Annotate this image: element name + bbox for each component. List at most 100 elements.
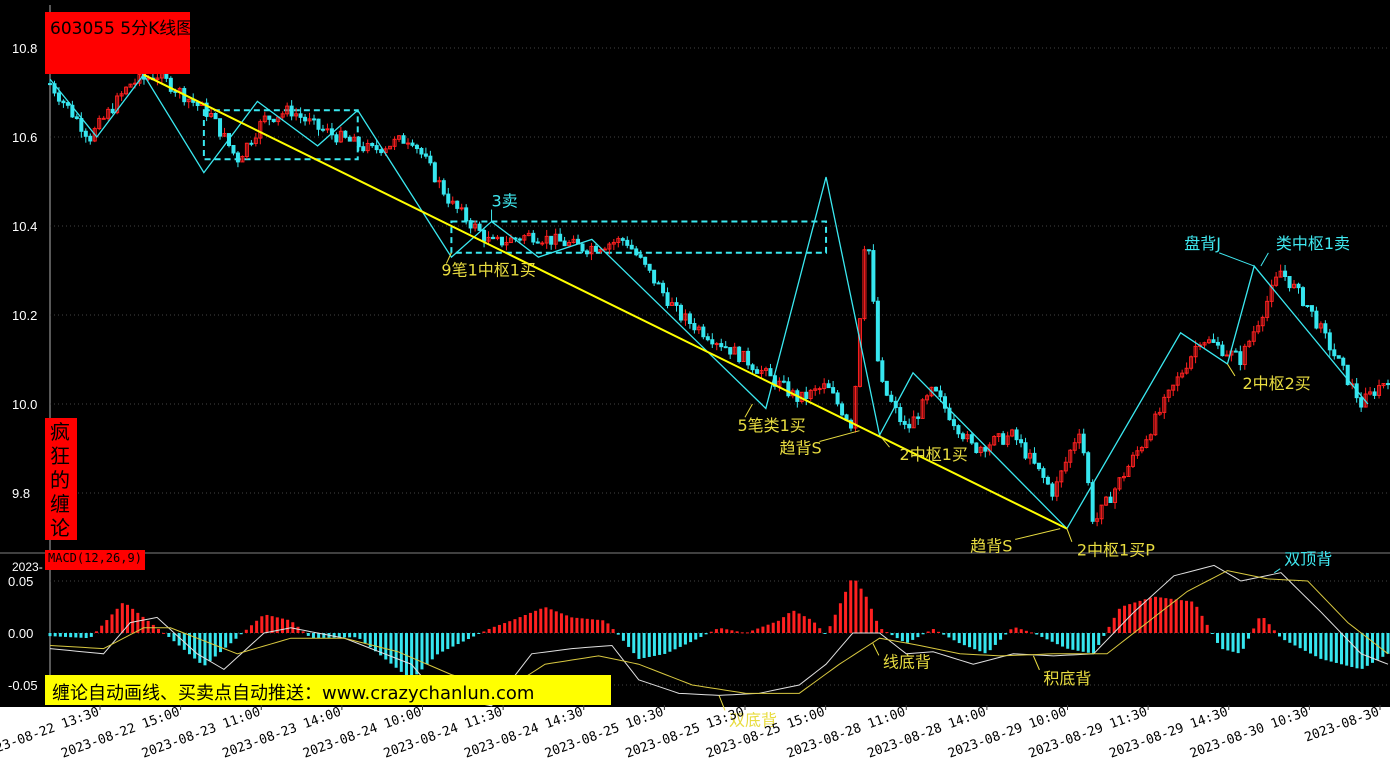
macd-histogram-bar: [745, 632, 749, 634]
candle-body: [804, 391, 809, 400]
macd-histogram-bar: [704, 633, 708, 635]
candle-body: [419, 148, 424, 155]
macd-histogram-bar: [1376, 633, 1380, 660]
macd-histogram-bar: [838, 603, 842, 633]
macd-histogram-bar: [1241, 633, 1245, 649]
candle-body: [808, 389, 813, 400]
macd-histogram-bar: [978, 633, 982, 652]
macd-histogram-bar: [797, 613, 801, 633]
macd-histogram-bar: [828, 626, 832, 633]
promo-banner[interactable]: [45, 675, 611, 705]
macd-histogram-bar: [317, 633, 321, 639]
macd-histogram-bar: [162, 632, 166, 634]
macd-histogram-bar: [844, 591, 848, 633]
macd-histogram-bar: [689, 633, 693, 643]
candle-body: [1175, 376, 1180, 386]
bi-stroke-line: [49, 73, 1369, 530]
candle-body: [1372, 391, 1377, 396]
candle-body: [1386, 383, 1390, 386]
candle-body: [647, 263, 652, 271]
candle-body: [1260, 316, 1265, 327]
side-label-bg: [45, 418, 77, 540]
candle-body: [1300, 287, 1305, 307]
candle-body: [437, 180, 442, 183]
candle-body: [571, 238, 576, 243]
candle-body: [1050, 483, 1055, 497]
candle-body: [1166, 389, 1171, 398]
macd-histogram-bar: [1371, 633, 1375, 663]
candle-body: [1363, 393, 1368, 408]
candle-body: [499, 236, 504, 246]
macd-histogram-bar: [1148, 597, 1152, 633]
annotation-pointer: [1066, 528, 1073, 542]
candle-body: [468, 220, 473, 229]
candle-body: [567, 241, 572, 247]
candle-body: [517, 238, 522, 241]
candle-body: [1130, 454, 1135, 467]
candle-body: [1081, 433, 1086, 454]
macd-histogram-bar: [446, 633, 450, 650]
title-label-bg: [45, 12, 190, 74]
macd-histogram-bar: [1262, 618, 1266, 633]
candle-body: [262, 115, 267, 123]
candle-body: [625, 239, 630, 246]
macd-histogram-bar: [63, 633, 67, 637]
macd-histogram-bar: [1288, 633, 1292, 643]
signal-annotation: 类中枢1卖: [1276, 234, 1350, 253]
candle-body: [925, 395, 930, 401]
macd-histogram-bar: [854, 580, 858, 633]
candle-body: [303, 116, 308, 122]
candle-body: [907, 423, 912, 429]
candle-body: [1377, 385, 1382, 396]
macd-histogram-bar: [404, 633, 408, 676]
candle-body: [652, 269, 657, 284]
macd-histogram-bar: [1195, 606, 1199, 633]
candle-body: [334, 134, 339, 143]
candle-body: [312, 118, 317, 121]
macd-histogram-bar: [880, 629, 884, 633]
candle-body: [884, 380, 889, 396]
macd-histogram-bar: [249, 625, 253, 633]
candle-body: [155, 77, 160, 81]
candle-body: [678, 304, 683, 321]
macd-histogram-bar: [539, 608, 543, 633]
macd-histogram-bar: [1334, 633, 1338, 663]
candle-body: [1381, 383, 1386, 387]
macd-histogram-bar: [151, 624, 155, 633]
candle-body: [1032, 452, 1037, 464]
candle-body: [405, 142, 410, 145]
macd-histogram-bar: [823, 633, 827, 634]
macd-histogram-bar: [792, 610, 796, 633]
promo-banner-text[interactable]: 缠论自动画线、买卖点自动推送：www.crazychanlun.com: [52, 683, 535, 704]
macd-histogram-bar: [389, 633, 393, 664]
candle-body: [1054, 481, 1059, 497]
macd-histogram-bar: [441, 633, 445, 652]
macd-histogram-bar: [931, 629, 935, 633]
candle-body: [1099, 504, 1104, 520]
macd-histogram-bar: [1128, 604, 1132, 633]
macd-histogram-bar: [937, 631, 941, 633]
macd-histogram-bar: [487, 628, 491, 633]
macd-histogram-bar: [1309, 633, 1313, 654]
macd-histogram-bar: [187, 633, 191, 655]
macd-histogram-bar: [709, 631, 713, 633]
macd-histogram-bar: [420, 633, 424, 670]
macd-histogram-bar: [544, 607, 548, 633]
macd-histogram-bar: [477, 633, 481, 634]
candle-body: [235, 152, 240, 163]
macd-tick-label: 0.00: [8, 626, 33, 641]
candle-body: [508, 237, 513, 244]
candle-body: [1059, 470, 1064, 483]
candle-body: [1001, 433, 1006, 445]
candle-body: [352, 136, 357, 142]
candle-body: [951, 419, 956, 427]
candle-body: [723, 346, 728, 349]
macd-histogram-bar: [513, 619, 517, 633]
candle-body: [696, 326, 701, 331]
candle-body: [1104, 496, 1109, 506]
candle-body: [361, 146, 366, 152]
macd-histogram-bar: [642, 633, 646, 658]
macd-histogram-bar: [601, 620, 605, 633]
candle-body: [1314, 310, 1319, 329]
macd-histogram-bar: [456, 633, 460, 645]
